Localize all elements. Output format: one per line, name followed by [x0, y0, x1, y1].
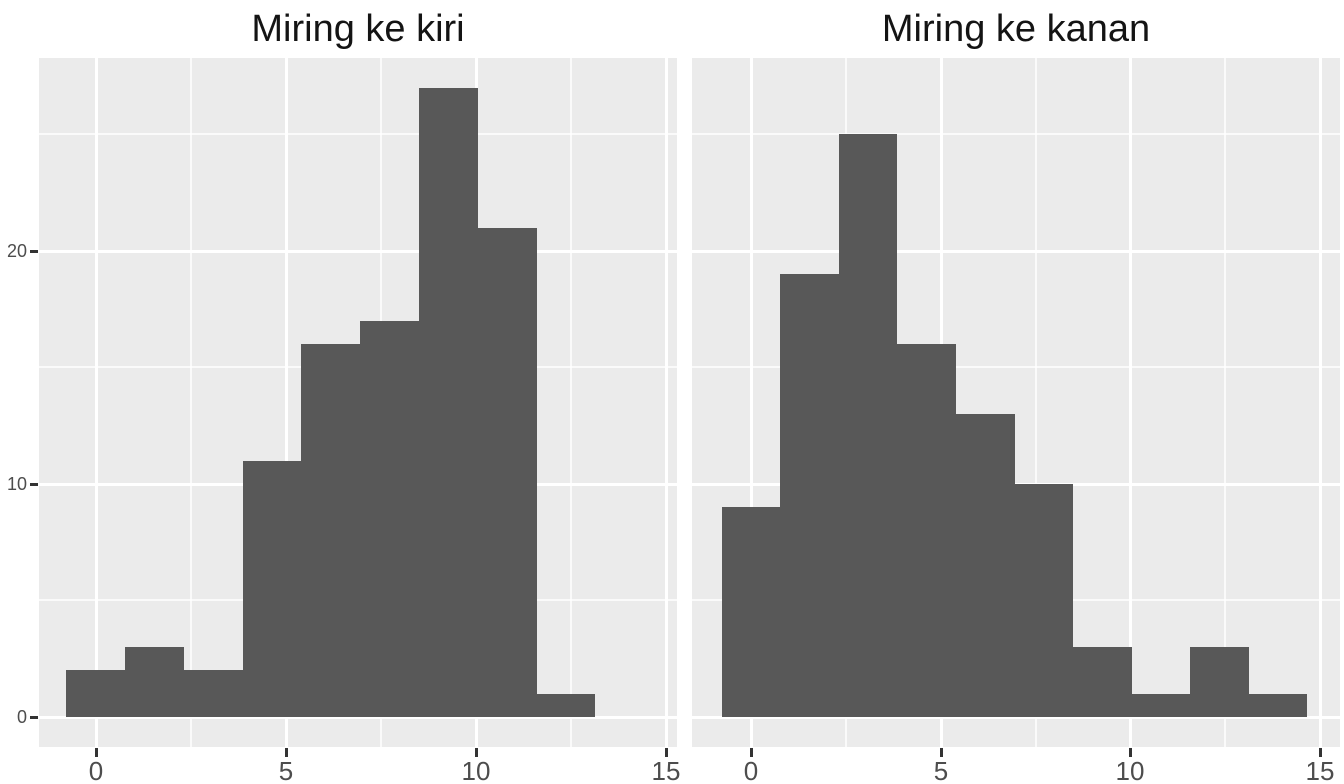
histogram-bar — [1190, 647, 1249, 717]
x-tick-mark — [475, 748, 478, 757]
x-major-gridline — [95, 58, 98, 747]
histogram-bar — [1132, 694, 1190, 717]
histogram-bar — [66, 670, 125, 717]
x-tick-label: 15 — [1305, 756, 1335, 784]
x-major-gridline — [665, 58, 668, 747]
plot-panel-right — [692, 58, 1340, 747]
y-minor-gridline — [692, 133, 1340, 135]
x-major-gridline — [750, 58, 753, 747]
histogram-bar — [478, 228, 537, 717]
x-tick-mark — [940, 748, 943, 757]
y-major-gridline — [692, 250, 1340, 253]
histogram-bar — [956, 414, 1015, 717]
histogram-bar — [360, 321, 419, 717]
x-tick-label: 5 — [278, 756, 294, 784]
x-tick-mark — [95, 748, 98, 757]
histogram-bar — [243, 461, 301, 717]
histogram-bar — [780, 274, 839, 717]
histogram-bar — [537, 694, 595, 717]
x-tick-mark — [1319, 748, 1322, 757]
histogram-bar — [419, 88, 478, 717]
y-tick-mark — [30, 716, 38, 719]
x-minor-gridline — [190, 58, 192, 747]
histogram-bar — [184, 670, 243, 717]
x-tick-label: 5 — [933, 756, 949, 784]
chart-title-left: Miring ke kiri — [251, 8, 465, 50]
y-tick-label: 20 — [6, 241, 27, 261]
histogram-bar — [839, 134, 897, 717]
x-tick-label: 15 — [651, 756, 681, 784]
x-major-gridline — [285, 58, 288, 747]
histogram-bar — [125, 647, 184, 717]
histogram-bar — [722, 507, 780, 717]
x-tick-label: 0 — [88, 756, 104, 784]
y-tick-mark — [30, 483, 38, 486]
y-major-gridline — [39, 716, 677, 719]
x-tick-mark — [285, 748, 288, 757]
histogram-bar — [897, 344, 956, 717]
histogram-bar — [1249, 694, 1307, 717]
x-tick-mark — [750, 748, 753, 757]
x-major-gridline — [1319, 58, 1322, 747]
x-major-gridline — [1129, 58, 1132, 747]
x-minor-gridline — [570, 58, 572, 747]
histogram-bar — [1015, 484, 1073, 717]
x-minor-gridline — [1224, 58, 1226, 747]
x-tick-label: 10 — [461, 756, 491, 784]
plot-panel-left — [39, 58, 677, 747]
x-tick-label: 0 — [743, 756, 759, 784]
x-tick-mark — [1129, 748, 1132, 757]
y-major-gridline — [692, 716, 1340, 719]
x-minor-gridline — [1035, 58, 1037, 747]
y-minor-gridline — [692, 366, 1340, 368]
x-tick-mark — [665, 748, 668, 757]
y-major-gridline — [39, 250, 677, 253]
histogram-bar — [301, 344, 360, 717]
y-minor-gridline — [39, 133, 677, 135]
x-tick-label: 10 — [1115, 756, 1145, 784]
y-tick-label: 10 — [6, 474, 27, 494]
y-tick-label: 0 — [16, 707, 27, 727]
histogram-bar — [1073, 647, 1132, 717]
chart-title-right: Miring ke kanan — [881, 8, 1151, 50]
y-tick-mark — [30, 250, 38, 253]
